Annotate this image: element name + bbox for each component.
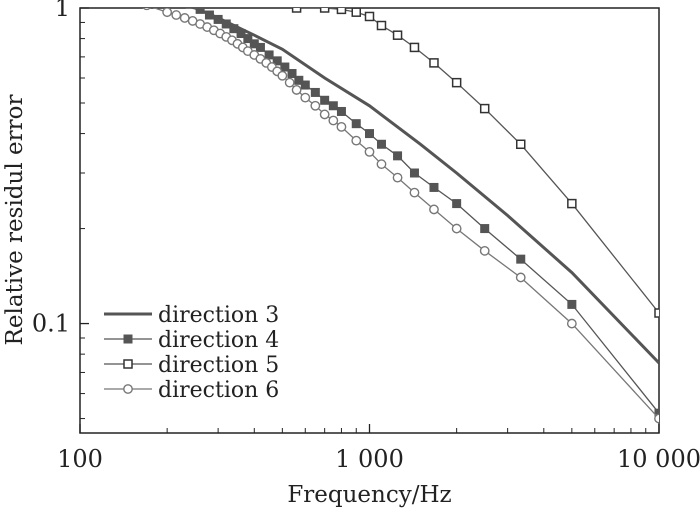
- direction-6-point: [310, 100, 321, 111]
- direction-6-point: [451, 223, 462, 234]
- direction-5-point: [392, 30, 403, 40]
- legend-label: direction 5: [158, 353, 279, 378]
- direction-5-point: [319, 8, 330, 13]
- direction-6-point: [479, 245, 490, 256]
- direction-5-point: [515, 139, 526, 150]
- direction-4-point: [320, 95, 330, 105]
- direction-4-point: [336, 106, 346, 116]
- legend-label: direction 3: [158, 303, 279, 328]
- direction-6-point: [319, 109, 330, 120]
- x-tick-label: 10 000: [617, 445, 700, 473]
- direction-4-point: [328, 101, 338, 111]
- direction-6-point: [284, 77, 295, 88]
- direction-5-point: [376, 20, 387, 31]
- direction-4-point: [452, 199, 462, 209]
- legend-swatch-marker: [123, 359, 133, 369]
- direction-6-point: [171, 10, 182, 20]
- direction-4-point: [195, 8, 205, 14]
- direction-5-point: [409, 42, 420, 53]
- direction-6-point: [429, 204, 439, 215]
- direction-4-point: [393, 151, 403, 161]
- series-layer: [142, 8, 659, 424]
- direction-4-point: [213, 14, 223, 24]
- legend-entry-direction-4: direction 4: [104, 328, 279, 353]
- direction-6-point: [351, 135, 362, 146]
- direction-6-point: [162, 8, 173, 18]
- direction-5-point: [479, 103, 490, 114]
- direction-6-series: [142, 8, 659, 424]
- direction-4-point: [654, 408, 659, 418]
- direction-6-point: [277, 70, 288, 81]
- direction-4-point: [310, 87, 320, 97]
- direction-4-point: [294, 75, 304, 85]
- x-axis-label: Frequency/Hz: [287, 482, 451, 508]
- legend-entry-direction-5: direction 5: [104, 353, 279, 378]
- direction-4-point: [409, 168, 419, 178]
- direction-4-point: [204, 10, 214, 20]
- direction-6-point: [300, 92, 311, 103]
- direction-4-point: [264, 50, 274, 60]
- direction-4-point: [287, 69, 297, 79]
- direction-4-point: [236, 29, 246, 39]
- y-axis-label: Relative residul error: [2, 95, 28, 346]
- direction-4-point: [280, 62, 290, 72]
- direction-5-series: [291, 8, 659, 318]
- direction-5-point: [336, 8, 347, 15]
- legend-entry-direction-3: direction 3: [104, 303, 279, 328]
- x-tick-label: 100: [57, 445, 103, 473]
- direction-5-point: [291, 8, 302, 13]
- direction-4-series: [185, 8, 659, 418]
- direction-6-point: [291, 85, 302, 95]
- axis-layer: 100 1 000 10 000 0.1 1: [32, 0, 700, 473]
- direction-6-point: [179, 13, 190, 23]
- direction-4-point: [567, 299, 577, 309]
- direction-5-point: [567, 198, 577, 209]
- y-tick-label: 0.1: [32, 310, 70, 338]
- direction-4-point: [351, 119, 361, 129]
- direction-6-point: [336, 121, 347, 132]
- direction-5-point: [351, 8, 362, 17]
- legend-label: direction 6: [158, 378, 279, 403]
- direction-6-point: [566, 318, 577, 329]
- direction-5-line: [296, 8, 659, 314]
- direction-4-point: [221, 19, 231, 29]
- direction-6-point: [142, 8, 151, 11]
- direction-6-point: [392, 172, 403, 183]
- direction-5-point: [429, 58, 439, 68]
- direction-6-point: [364, 146, 375, 157]
- direction-4-point: [429, 182, 439, 192]
- direction-4-point: [272, 56, 282, 66]
- direction-6-point: [328, 115, 339, 126]
- legend-entry-direction-6: direction 6: [104, 378, 279, 403]
- direction-4-point: [480, 224, 490, 234]
- direction-4-point: [516, 254, 526, 264]
- direction-5-point: [364, 11, 375, 22]
- direction-4-point: [376, 139, 386, 149]
- x-tick-label: 1 000: [335, 445, 404, 473]
- direction-6-point: [376, 159, 387, 170]
- direction-5-point: [654, 308, 659, 318]
- direction-4-point: [243, 34, 253, 44]
- direction-4-point: [255, 42, 265, 52]
- direction-4-point: [185, 8, 195, 9]
- legend-label: direction 4: [158, 328, 279, 353]
- direction-6-point: [409, 187, 420, 198]
- direction-4-point: [300, 80, 310, 90]
- y-tick-label: 1: [55, 0, 70, 22]
- direction-6-point: [654, 413, 659, 424]
- direction-4-point: [229, 24, 239, 34]
- direction-5-point: [451, 77, 462, 88]
- legend-swatch-marker: [123, 384, 133, 394]
- legend-swatch-marker: [123, 334, 133, 344]
- direction-4-point: [365, 129, 374, 139]
- direction-6-point: [515, 272, 526, 283]
